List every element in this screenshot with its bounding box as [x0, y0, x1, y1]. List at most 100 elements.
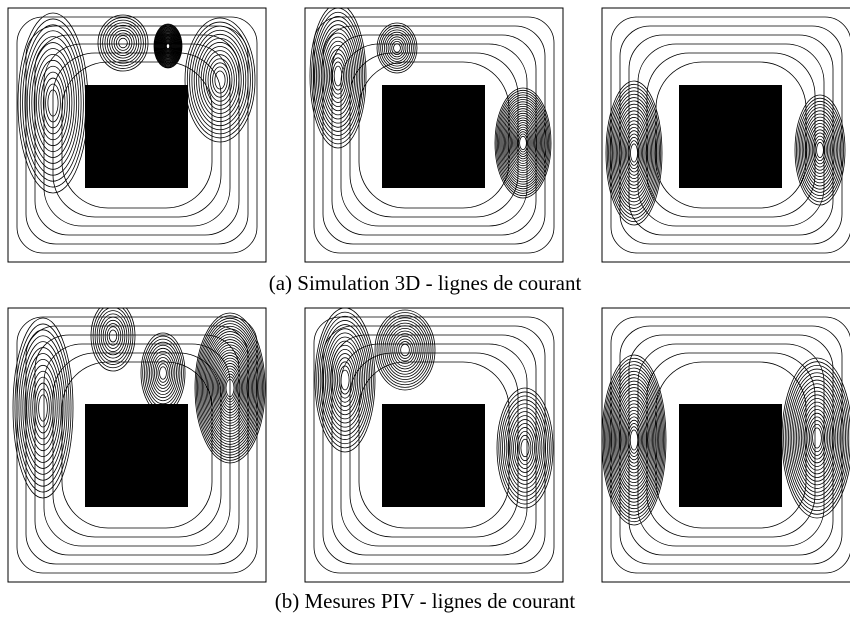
streamline [149, 347, 177, 399]
streamline [145, 341, 181, 405]
streamline [623, 126, 645, 180]
streamline [797, 394, 837, 482]
streamline [390, 330, 420, 370]
streamline [162, 37, 174, 55]
streamline [100, 316, 126, 356]
streamline [158, 30, 178, 62]
streamline [158, 31, 178, 61]
streamline [784, 364, 850, 512]
streamline [393, 43, 401, 53]
streamline [500, 99, 546, 187]
streamline [509, 415, 541, 481]
caption: (a) Simulation 3D - lignes de courant [269, 271, 582, 295]
streamline [496, 92, 550, 194]
panels [7, 7, 850, 583]
panel-frame [304, 7, 564, 263]
streamline [803, 113, 837, 187]
streamline [104, 22, 142, 64]
streamline [165, 42, 171, 50]
streamline [218, 363, 242, 413]
streamline [791, 379, 843, 497]
streamline [16, 329, 70, 487]
obstacle [679, 404, 782, 507]
streamline [602, 357, 666, 523]
streamline [606, 83, 662, 223]
streamline [628, 140, 640, 166]
streamline [102, 319, 124, 353]
streamline [40, 71, 66, 135]
streamline [30, 370, 56, 446]
streamline [214, 355, 246, 421]
streamline [333, 353, 357, 407]
streamline [801, 110, 839, 190]
streamline [621, 406, 647, 474]
streamline [147, 344, 179, 402]
streamline [630, 143, 638, 163]
streamline [388, 327, 422, 372]
obstacle [85, 404, 188, 507]
streamline [165, 43, 171, 49]
streamline [36, 59, 71, 147]
streamline [219, 365, 241, 411]
streamline [788, 372, 846, 504]
streamline [794, 387, 840, 489]
streamline [621, 120, 647, 186]
streamline [214, 70, 226, 90]
streamline [212, 66, 228, 94]
streamline [816, 142, 824, 158]
streamline [620, 403, 649, 477]
streamline [505, 407, 545, 489]
streamline [646, 352, 816, 538]
streamline [20, 341, 66, 475]
streamline [610, 93, 658, 213]
streamline [503, 403, 547, 493]
streamline [383, 31, 411, 65]
streamline [796, 97, 844, 203]
streamline [104, 323, 122, 349]
streamline [97, 14, 149, 72]
streamline [616, 393, 652, 487]
streamline [515, 128, 531, 157]
streamline [510, 119, 536, 167]
streamline [629, 429, 639, 451]
streamline [106, 326, 120, 346]
streamline [18, 335, 68, 481]
streamline [605, 80, 663, 226]
streamline [16, 316, 258, 574]
streamline [153, 23, 183, 69]
streamline [606, 367, 662, 513]
streamline [109, 27, 137, 59]
streamline [496, 387, 554, 509]
streamline [615, 390, 653, 490]
streamline [220, 368, 240, 408]
streamline [389, 38, 405, 58]
streamline [799, 398, 835, 478]
streamline [200, 325, 260, 451]
streamline [205, 336, 255, 440]
streamline-panel [309, 8, 555, 254]
streamline [786, 368, 848, 508]
streamline [42, 77, 64, 129]
panel-frame [7, 307, 267, 583]
streamline [189, 25, 251, 135]
streamline [318, 315, 372, 445]
streamline [374, 309, 436, 391]
streamline [358, 61, 510, 209]
streamline [309, 8, 367, 149]
streamline [157, 29, 179, 63]
streamline [610, 377, 658, 503]
streamline [194, 312, 266, 464]
streamline [210, 347, 250, 429]
streamline [322, 325, 546, 565]
streamline [99, 17, 147, 69]
streamline [155, 26, 181, 66]
streamline [36, 388, 50, 428]
streamline [160, 34, 176, 58]
streamline [154, 24, 182, 68]
streamline [400, 343, 410, 357]
obstacle [679, 85, 782, 188]
streamline [314, 16, 362, 136]
streamline [378, 314, 432, 386]
streamline [160, 33, 176, 59]
streamline [807, 123, 833, 177]
